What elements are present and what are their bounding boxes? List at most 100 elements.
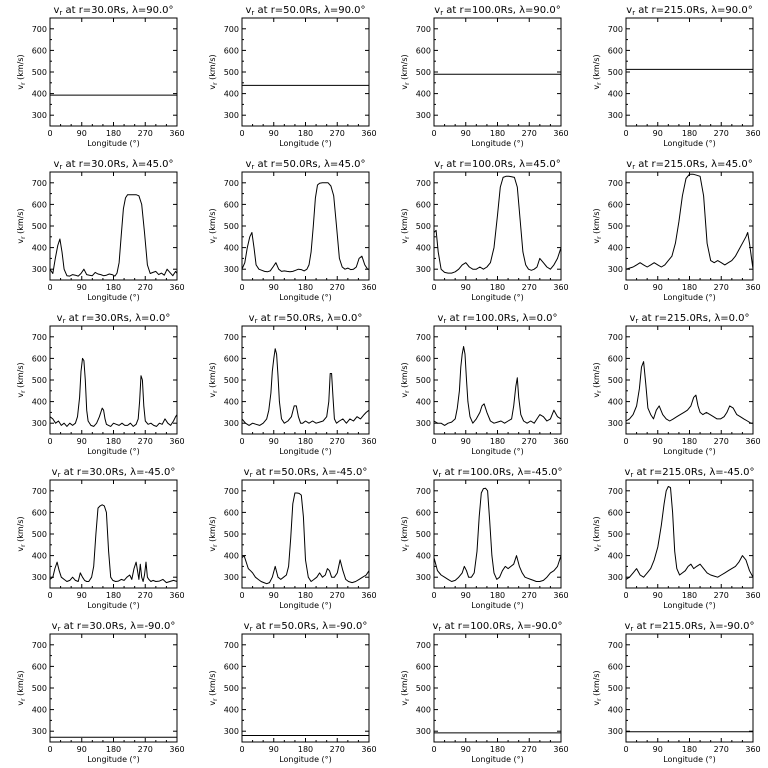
y-tick-label: 500 [416,222,431,231]
x-axis-label: Longitude (°) [279,755,332,764]
plot-frame [241,17,370,127]
plot-frame [625,633,754,743]
y-tick-label: 700 [224,179,239,188]
x-tick-label: 180 [106,591,121,600]
x-tick-label: 90 [653,745,663,754]
y-tick-label: 400 [608,552,623,561]
x-tick-label: 0 [239,283,244,292]
y-tick-label: 600 [416,200,431,209]
x-tick-label: 0 [239,437,244,446]
y-axis-label: vr (km/s) [208,208,219,243]
x-axis-label: Longitude (°) [663,601,716,610]
panel-5: vr at r=30.0Rs, λ=45.0° 0 90 180 270 360 300 40… [16,159,185,302]
y-tick-label: 700 [416,487,431,496]
x-tick-label: 360 [553,745,568,754]
y-tick-label: 700 [224,487,239,496]
x-tick-label: 0 [47,283,52,292]
x-axis-label: Longitude (°) [471,755,524,764]
y-axis-label: vr (km/s) [16,208,27,243]
x-tick-label: 180 [682,437,697,446]
y-tick-label: 500 [416,530,431,539]
plot-frame [433,325,562,435]
y-tick-label: 600 [224,662,239,671]
y-tick-label: 600 [224,200,239,209]
x-tick-label: 0 [239,129,244,138]
y-tick-label: 500 [224,68,239,77]
y-tick-label: 400 [416,398,431,407]
panel-8: vr at r=215.0Rs, λ=45.0° 0 90 180 270 360 300 4… [592,159,761,302]
x-tick-label: 360 [361,591,376,600]
x-tick-label: 90 [653,591,663,600]
vr-series-line [433,346,562,426]
x-tick-label: 270 [522,591,537,600]
y-tick-label: 300 [32,111,47,120]
panel-title: vr at r=215.0Rs, λ=-45.0° [624,467,754,479]
y-tick-label: 700 [32,179,47,188]
x-tick-label: 360 [169,283,184,292]
x-axis-label: Longitude (°) [663,755,716,764]
y-tick-label: 500 [416,684,431,693]
y-tick-label: 700 [608,25,623,34]
y-tick-label: 500 [32,684,47,693]
y-tick-label: 600 [32,662,47,671]
x-tick-label: 180 [490,129,505,138]
plot-frame [49,171,178,281]
y-tick-label: 300 [608,265,623,274]
y-tick-label: 700 [608,333,623,342]
x-tick-label: 0 [47,745,52,754]
x-tick-label: 270 [522,437,537,446]
panel-title: vr at r=215.0Rs, λ=45.0° [626,159,752,171]
y-tick-label: 600 [416,46,431,55]
panel-title: vr at r=100.0Rs, λ=45.0° [434,159,560,171]
x-tick-label: 270 [714,745,729,754]
y-tick-label: 700 [32,641,47,650]
x-tick-label: 0 [431,745,436,754]
y-tick-label: 700 [224,25,239,34]
x-tick-label: 180 [298,745,313,754]
x-axis-label: Longitude (°) [663,447,716,456]
vr-series-line [625,173,754,270]
x-tick-label: 180 [682,591,697,600]
x-tick-label: 270 [330,129,345,138]
panel-15: vr at r=100.0Rs, λ=-45.0° 0 90 180 270 360 300… [400,467,569,610]
x-tick-label: 360 [745,745,760,754]
y-tick-label: 400 [32,90,47,99]
y-tick-label: 400 [32,398,47,407]
x-tick-label: 0 [431,129,436,138]
x-tick-label: 360 [169,129,184,138]
x-tick-label: 180 [298,129,313,138]
y-tick-label: 700 [416,179,431,188]
vr-series-line [433,487,562,582]
x-tick-label: 270 [714,283,729,292]
y-axis-label: vr (km/s) [208,670,219,705]
panel-title: vr at r=215.0Rs, λ=0.0° [629,313,749,325]
x-tick-label: 180 [298,283,313,292]
x-tick-label: 0 [623,283,628,292]
x-tick-label: 90 [461,437,471,446]
panel-title: vr at r=215.0Rs, λ=90.0° [626,5,752,17]
panel-18: vr at r=50.0Rs, λ=-90.0° 0 90 180 270 360 300 4… [208,621,377,764]
panel-12: vr at r=215.0Rs, λ=0.0° 0 90 180 270 360 300 40… [592,313,761,456]
y-tick-label: 300 [32,573,47,582]
y-tick-label: 700 [32,487,47,496]
x-tick-label: 0 [47,591,52,600]
panel-title: vr at r=50.0Rs, λ=-90.0° [244,621,368,633]
y-tick-label: 500 [416,376,431,385]
vr-series-line [49,357,178,427]
x-tick-label: 270 [522,283,537,292]
plot-frame [433,17,562,127]
y-tick-label: 300 [224,111,239,120]
y-tick-label: 400 [608,244,623,253]
x-tick-label: 0 [431,437,436,446]
y-tick-label: 300 [608,727,623,736]
y-tick-label: 700 [416,25,431,34]
y-tick-label: 300 [416,419,431,428]
x-tick-label: 180 [490,591,505,600]
x-tick-label: 360 [361,437,376,446]
y-tick-label: 500 [608,530,623,539]
x-tick-label: 90 [77,591,87,600]
x-tick-label: 360 [169,591,184,600]
x-tick-label: 270 [330,437,345,446]
x-axis-label: Longitude (°) [663,293,716,302]
